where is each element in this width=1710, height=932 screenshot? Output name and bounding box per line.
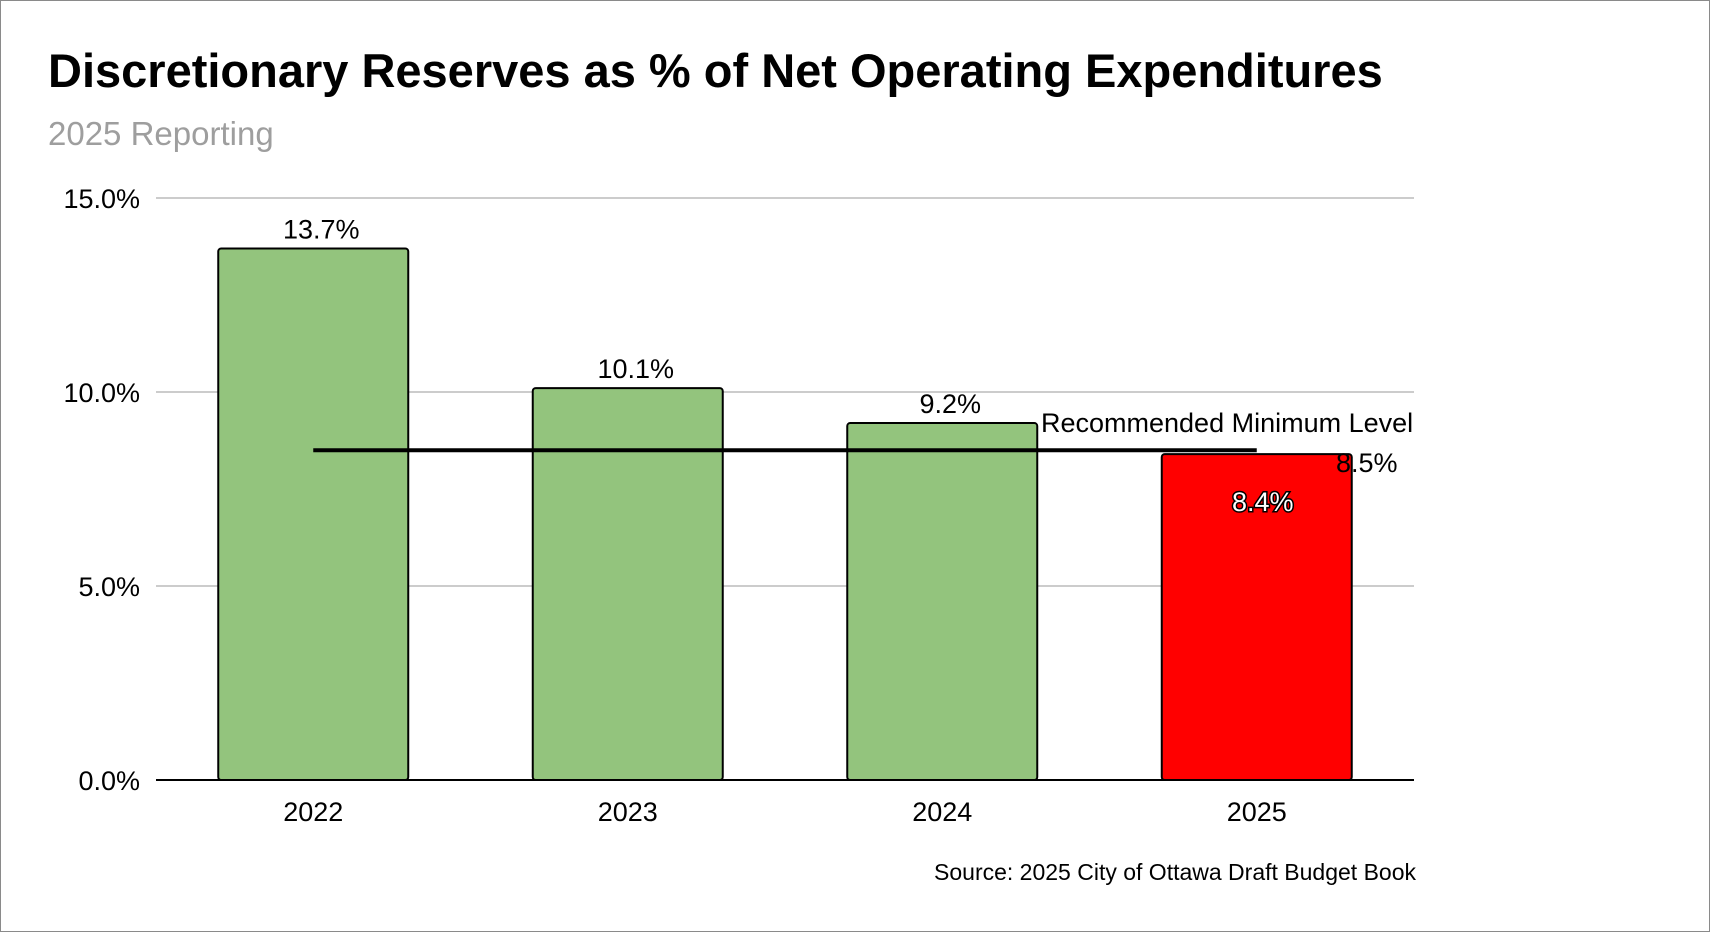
reference-line-label: Recommended Minimum Level	[1041, 408, 1413, 438]
y-tick-label: 15.0%	[63, 184, 140, 214]
y-tick-label: 0.0%	[78, 766, 140, 796]
bars	[217, 247, 1353, 781]
x-tick-label: 2022	[283, 797, 343, 827]
data-label-2022: 13.7%	[283, 214, 360, 244]
x-tick-label: 2024	[912, 797, 972, 827]
data-label-2024: 9.2%	[919, 389, 981, 419]
data-labels: 13.7% 10.1% 9.2% 8.4%	[283, 214, 1295, 518]
x-tick-label: 2025	[1227, 797, 1287, 827]
data-label-2025: 8.4%	[1232, 487, 1294, 517]
reference-line-group: Recommended Minimum Level 8.5%	[313, 408, 1413, 478]
y-axis-ticks: 0.0% 5.0% 10.0% 15.0%	[63, 184, 140, 796]
y-tick-label: 5.0%	[78, 572, 140, 602]
bar-2022	[217, 247, 410, 781]
chart-title: Discretionary Reserves as % of Net Opera…	[48, 44, 1383, 97]
source-note: Source: 2025 City of Ottawa Draft Budget…	[934, 859, 1416, 885]
chart-subtitle: 2025 Reporting	[48, 115, 274, 152]
x-axis-ticks: 2022 2023 2024 2025	[283, 797, 1287, 827]
y-tick-label: 10.0%	[63, 378, 140, 408]
reference-line-value-label: 8.5%	[1336, 448, 1398, 478]
data-label-2023: 10.1%	[597, 354, 674, 384]
bar-2024	[846, 422, 1039, 781]
x-tick-label: 2023	[598, 797, 658, 827]
bar-2023	[531, 387, 724, 781]
